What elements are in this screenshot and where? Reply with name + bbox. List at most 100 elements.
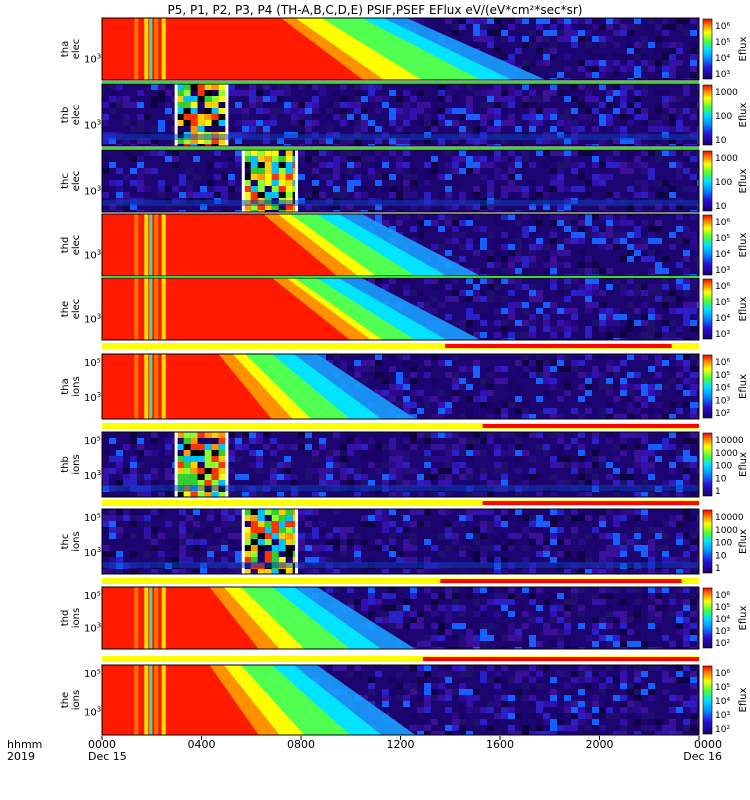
panel-ylabel-probe: thc [60, 534, 71, 550]
xaxis-label-hhmm: hhmm [7, 738, 42, 751]
colorbar-tick-label: 10⁵ [715, 603, 730, 613]
panel-ylabel-species: ions [71, 531, 82, 551]
colorbar-tick-label: 10³ [715, 711, 730, 721]
colorbar-tick-label: 1000 [715, 88, 738, 98]
colorbar-tick-label: 10⁵ [715, 683, 730, 693]
burst-edge [225, 84, 229, 146]
flux-streak [144, 278, 149, 340]
colorbar-label: Eflux [738, 374, 749, 399]
colorbar-label: Eflux [738, 232, 749, 257]
colorbar-tick-label: 1000 [715, 449, 738, 459]
panel-ytick: 103 [84, 622, 101, 635]
colorbar [702, 84, 713, 146]
xaxis-tick-label: 1600 [486, 738, 514, 751]
panel-ytick-top: 10⁵ [84, 358, 101, 369]
flux-streak [134, 18, 139, 80]
colorbar-tick-label: 10 [715, 202, 727, 212]
flux-streak [154, 665, 159, 735]
flux-streak [161, 665, 166, 735]
panel-frame [101, 353, 700, 420]
colorbar-tick-label: 100 [715, 539, 732, 549]
flux-streak [161, 354, 166, 419]
flux-streak [154, 354, 159, 419]
colorbar-tick-label: 10⁶ [715, 282, 730, 292]
flux-streak [134, 587, 139, 649]
panel-ytick-top: 10⁵ [84, 591, 101, 602]
flux-streak [144, 587, 149, 649]
colorbar-tick-label: 10 [715, 474, 727, 484]
colorbar-tick-label: 10⁴ [715, 384, 730, 394]
mode-bar-yellow [102, 343, 699, 349]
panel-ylabel-species: ions [71, 454, 82, 474]
panel-ytick: 103 [84, 313, 101, 326]
mode-bar-red [445, 344, 672, 348]
panel-ylabel-probe: the [60, 692, 71, 708]
colorbar [702, 354, 713, 419]
panel-separator [102, 276, 699, 278]
colorbar-label: Eflux [738, 687, 749, 712]
xaxis-date-label: Dec 15 [88, 750, 127, 763]
colorbar-label: Eflux [738, 168, 749, 193]
flux-streak [149, 18, 153, 80]
colorbar-tick-label: 10² [715, 639, 730, 649]
burst-edge [295, 150, 299, 212]
flux-streak [149, 587, 153, 649]
panel-frame [101, 508, 700, 575]
burst-edge [174, 432, 178, 497]
panel-ytick: 103 [84, 249, 101, 262]
xaxis-date-label: Dec 16 [683, 750, 722, 763]
colorbar-tick-label: 10000 [715, 436, 744, 446]
low-energy-band [102, 485, 699, 491]
colorbar [702, 432, 713, 497]
panel-ylabel-probe: thb [60, 107, 71, 124]
colorbar-label: Eflux [738, 529, 749, 554]
colorbar-tick-label: 10³ [715, 330, 730, 340]
flux-band [102, 214, 338, 276]
panel-ylabel-species: elec [71, 39, 82, 60]
mode-bar-yellow [102, 500, 699, 506]
flux-streak [134, 278, 139, 340]
colorbar-tick-label: 10⁵ [715, 298, 730, 308]
flux-streak [144, 18, 149, 80]
flux-streak [149, 214, 153, 276]
panel-ytick: 103 [84, 53, 101, 66]
colorbar-tick-label: 10⁵ [715, 371, 730, 381]
colorbar-tick-label: 1 [715, 487, 721, 497]
colorbar-tick-label: 10⁶ [715, 591, 730, 601]
colorbar-tick-label: 1 [715, 564, 721, 574]
panel-ytick: 103 [84, 469, 101, 482]
colorbar-tick-label: 10⁴ [715, 54, 730, 64]
colorbar-tick-label: 100 [715, 462, 732, 472]
panel-frame [101, 17, 700, 81]
colorbar [702, 150, 713, 212]
panel-ytick: 103 [84, 705, 101, 718]
xaxis-tick-label: 0000 [694, 738, 722, 751]
panel-ylabel-species: ions [71, 690, 82, 710]
panel-ylabel-probe: the [60, 301, 71, 317]
mode-bar-red [440, 579, 682, 583]
colorbar-tick-label: 1000 [715, 154, 738, 164]
panel-ytick: 103 [84, 119, 101, 132]
flux-streak [161, 18, 166, 80]
xaxis-tick-label: 2000 [586, 738, 614, 751]
colorbar-tick-label: 10⁵ [715, 234, 730, 244]
colorbar-tick-label: 10⁴ [715, 615, 730, 625]
colorbar-tick-label: 10 [715, 136, 727, 146]
mode-bar-red [422, 657, 699, 661]
mode-bar-red [482, 424, 699, 428]
panel-ytick-top: 10⁵ [84, 436, 101, 447]
burst-edge [225, 432, 229, 497]
flux-streak [154, 18, 159, 80]
flux-streak [149, 278, 153, 340]
panel-ylabel-probe: thd [60, 237, 71, 254]
colorbar [702, 665, 713, 735]
panel-ylabel-species: ions [71, 376, 82, 396]
panel-ylabel-species: ions [71, 608, 82, 628]
